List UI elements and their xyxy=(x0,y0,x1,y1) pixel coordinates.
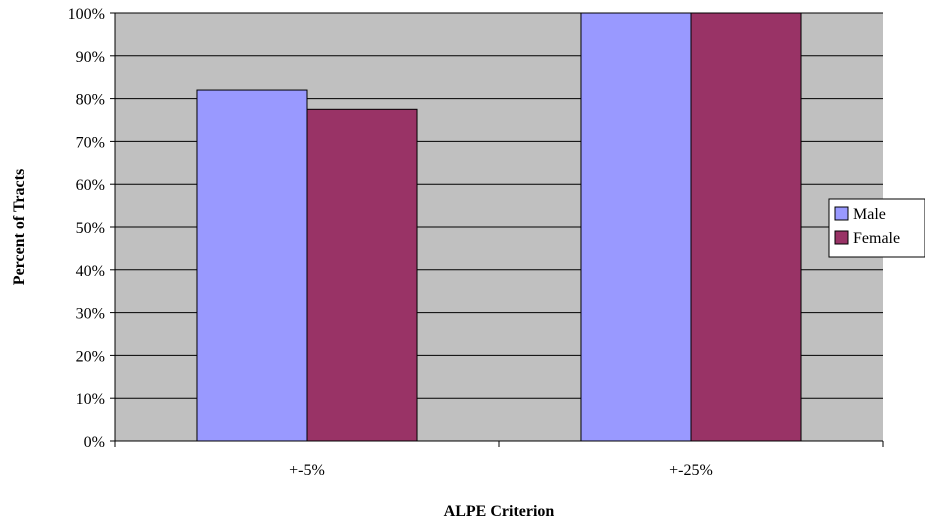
legend-swatch-male xyxy=(834,206,849,221)
bars xyxy=(196,12,802,442)
y-tick-label: 70% xyxy=(76,134,105,151)
y-tick-label: 50% xyxy=(76,220,105,237)
y-axis-title: Percent of Tracts xyxy=(11,169,28,285)
x-axis-title: ALPE Criterion xyxy=(444,503,555,520)
legend: Male Female xyxy=(828,198,925,258)
x-ticks: +-5% +-25% xyxy=(114,441,884,479)
y-tick-label: 20% xyxy=(76,348,105,365)
y-tick-label: 10% xyxy=(76,391,105,408)
x-tick-label: +-5% xyxy=(289,462,325,479)
y-tick-label: 40% xyxy=(76,263,105,280)
y-tick-label: 100% xyxy=(68,6,105,23)
legend-swatch-female xyxy=(834,230,849,245)
y-tick-label: 0% xyxy=(84,434,105,451)
bar-female-0 xyxy=(306,108,418,442)
bar-female-1 xyxy=(690,12,802,442)
y-tick-label: 60% xyxy=(76,177,105,194)
y-tick-label: 30% xyxy=(76,306,105,323)
legend-label-female: Female xyxy=(853,230,900,247)
x-tick-label: +-25% xyxy=(669,462,713,479)
y-tick-label: 90% xyxy=(76,49,105,66)
bar-male-0 xyxy=(196,89,308,442)
bar-male-1 xyxy=(580,12,692,442)
legend-label-male: Male xyxy=(853,206,886,223)
y-tick-label: 80% xyxy=(76,92,105,109)
y-ticks: 0% 10% 20% 30% 40% 50% 60% 70% 80% 90% 100% xyxy=(68,6,115,451)
